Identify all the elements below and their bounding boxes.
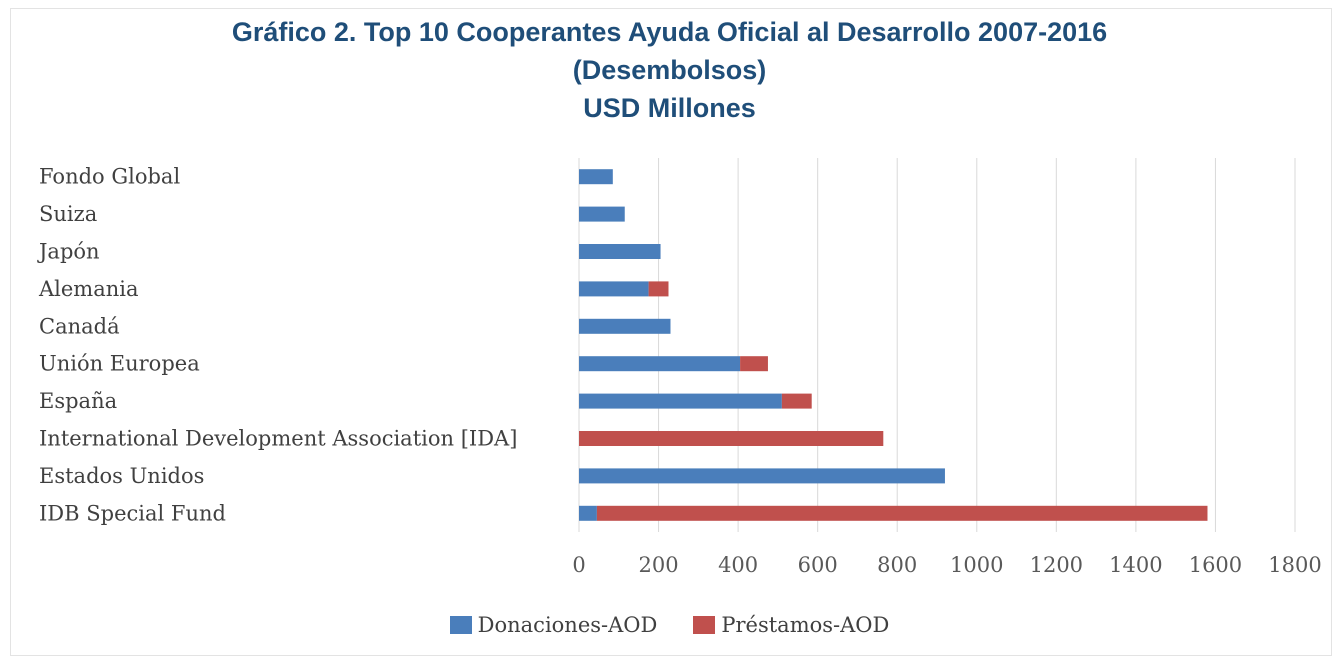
x-tick-label: 800	[877, 553, 917, 577]
legend-label-donaciones: Donaciones-AOD	[477, 613, 658, 637]
category-label: Estados Unidos	[39, 464, 204, 488]
bar-donaciones	[579, 206, 625, 222]
x-tick-label: 1400	[1109, 553, 1162, 577]
category-label: Suiza	[39, 202, 97, 226]
category-label: Fondo Global	[39, 165, 180, 189]
category-label: Alemania	[38, 277, 139, 301]
x-tick-label: 600	[798, 553, 838, 577]
chart-subtitle: (Desembolsos)	[572, 55, 767, 85]
legend-label-prestamos: Préstamos-AOD	[721, 613, 890, 637]
category-label: Unión Europea	[39, 352, 200, 376]
category-label: Japón	[37, 240, 100, 264]
chart-title: Gráfico 2. Top 10 Cooperantes Ayuda Ofic…	[231, 17, 1108, 47]
bar-donaciones	[579, 318, 671, 334]
legend: Donaciones-AOD Préstamos-AOD	[0, 613, 1339, 637]
bar-donaciones	[579, 468, 945, 484]
x-tick-label: 1200	[1030, 553, 1083, 577]
bar-donaciones	[579, 281, 649, 297]
bar-donaciones	[579, 505, 597, 521]
category-label: Canadá	[39, 314, 120, 338]
bar-prestamos	[579, 431, 884, 446]
bar-donaciones	[579, 169, 613, 185]
bar-donaciones	[579, 393, 782, 409]
x-tick-label: 1800	[1268, 553, 1321, 577]
bar-prestamos	[740, 356, 768, 372]
x-tick-label: 400	[718, 553, 758, 577]
legend-item-donaciones: Donaciones-AOD	[449, 613, 658, 637]
legend-swatch-prestamos	[693, 616, 716, 634]
category-label: International Development Association [I…	[39, 427, 517, 451]
bar-prestamos	[596, 505, 1208, 521]
category-label: España	[39, 389, 117, 413]
bar-prestamos	[781, 393, 812, 409]
x-tick-label: 200	[639, 553, 679, 577]
x-tick-label: 0	[572, 553, 585, 577]
chart-unit-title: USD Millones	[583, 93, 756, 123]
chart-frame	[10, 8, 1332, 656]
bar-donaciones	[579, 244, 661, 259]
category-label: IDB Special Fund	[39, 501, 226, 525]
bar-prestamos	[648, 281, 669, 297]
x-tick-label: 1000	[950, 553, 1003, 577]
legend-item-prestamos: Préstamos-AOD	[693, 613, 889, 637]
legend-swatch-donaciones	[449, 616, 472, 634]
bar-donaciones	[579, 356, 741, 372]
x-tick-label: 1600	[1189, 553, 1242, 577]
